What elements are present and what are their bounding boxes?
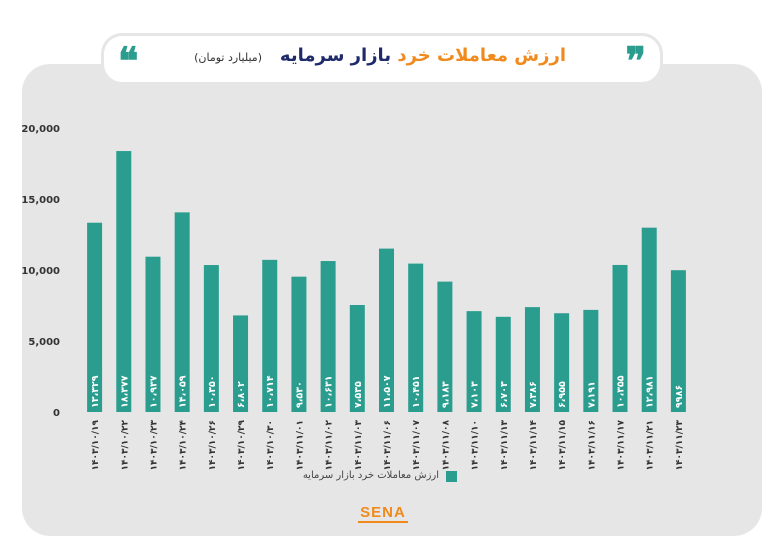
x-tick-label: ۱۴۰۳/۱۱/۲۳ [675, 420, 685, 471]
bar-value-label: ۱۱،۵۰۷ [382, 375, 393, 408]
bar [262, 259, 278, 412]
x-tick-label: ۱۴۰۳/۱۱/۱۷ [617, 420, 627, 471]
x-tick-label: ۱۴۰۳/۱۱/۰۱ [295, 420, 305, 471]
bar-value-label: ۷،۵۳۵ [353, 381, 364, 408]
legend-swatch [446, 471, 457, 482]
bar [466, 311, 482, 412]
chart-legend: ارزش معاملات خرد بازار سرمایه [0, 466, 769, 486]
bar-value-label: ۱۰،۴۵۱ [411, 375, 422, 408]
bar [641, 227, 657, 412]
x-tick-label: ۱۴۰۳/۱۱/۱۶ [587, 420, 597, 471]
bar [233, 315, 249, 412]
x-tick-label: ۱۴۰۳/۱۰/۲۳ [149, 420, 159, 471]
x-tick-label: ۱۴۰۳/۱۰/۲۲ [120, 420, 130, 471]
x-tick-label: ۱۴۰۳/۱۰/۲۹ [237, 420, 247, 471]
bar [408, 263, 424, 412]
bar [437, 281, 453, 412]
x-tick-label: ۱۴۰۳/۱۱/۰۲ [325, 420, 335, 471]
bar [670, 270, 686, 412]
y-tick-label: 20,000 [21, 124, 60, 135]
bar [524, 307, 540, 412]
title-banner: ❝ ❞ ارزش معاملات خرد بازار سرمایه (میلیا… [104, 36, 660, 82]
x-tick-label: ۱۴۰۳/۱۱/۱۴ [529, 420, 539, 471]
bar [379, 248, 394, 412]
quote-open-icon: ❝ [118, 38, 139, 83]
bar-value-label: ۹۹۸۶ [674, 385, 685, 408]
bar-value-label: ۱۴،۰۵۹ [178, 375, 189, 408]
y-tick-label: 15,000 [21, 195, 60, 206]
bar-value-label: ۱۰،۳۵۵ [616, 375, 627, 408]
bar-value-label: ۶،۹۵۵ [557, 381, 568, 408]
bar-value-label: ۷،۱۰۳ [470, 381, 481, 408]
chart-title: ارزش معاملات خرد بازار سرمایه [280, 45, 566, 66]
bar [495, 316, 511, 412]
x-tick-label: ۱۴۰۳/۱۰/۲۶ [208, 420, 218, 471]
bar-value-label: ۱۰،۷۱۴ [265, 375, 276, 408]
bar-value-label: ۷،۱۹۱ [586, 381, 597, 408]
y-tick-label: 0 [53, 408, 60, 419]
x-tick-label: ۱۴۰۳/۱۰/۱۹ [91, 420, 101, 471]
bar [612, 264, 628, 412]
x-tick-label: ۱۴۰۳/۱۱/۰۸ [441, 420, 451, 471]
bar [583, 309, 599, 412]
bar-value-label: ۱۳،۳۲۹ [90, 375, 101, 408]
bar-value-label: ۹،۱۸۳ [440, 381, 451, 408]
chart-unit: (میلیارد تومان) [194, 51, 262, 64]
x-tick-label: ۱۴۰۳/۱۱/۰۷ [412, 420, 422, 471]
title-part-2: بازار سرمایه [279, 45, 392, 66]
bar-value-label: ۹،۵۳۰ [294, 381, 305, 408]
bar-value-label: ۶،۷۰۳ [499, 381, 510, 408]
x-tick-label: ۱۴۰۳/۱۱/۱۰ [471, 420, 481, 471]
bar [203, 265, 219, 412]
bar-value-label: ۶،۸۰۲ [236, 381, 247, 408]
bar-value-label: ۱۸،۳۷۷ [119, 375, 130, 408]
x-tick-label: ۱۴۰۳/۱۱/۲۱ [646, 420, 656, 471]
sena-logo: SENA [354, 503, 412, 525]
bar [87, 222, 103, 412]
x-tick-label: ۱۴۰۳/۱۱/۱۵ [558, 420, 568, 471]
bar-value-label: ۷،۳۸۶ [528, 381, 539, 408]
y-tick-label: 10,000 [21, 266, 60, 277]
bar [291, 276, 307, 412]
quote-close-icon: ❞ [625, 38, 646, 83]
bar-value-label: ۱۲،۹۸۱ [645, 375, 656, 408]
x-tick-label: ۱۴۰۳/۱۱/۱۳ [500, 420, 510, 471]
bar [145, 256, 161, 412]
legend-label: ارزش معاملات خرد بازار سرمایه [302, 470, 439, 481]
logo-text: SENA [358, 504, 408, 523]
bar-value-label: ۱۰،۳۵۰ [207, 375, 218, 408]
x-tick-label: ۱۴۰۳/۱۱/۰۳ [354, 420, 364, 471]
bar [174, 212, 190, 412]
bar [349, 305, 365, 412]
bar [320, 261, 336, 412]
bar-value-label: ۱۰،۶۳۱ [324, 375, 335, 408]
bar-value-label: ۱۰،۹۳۷ [148, 375, 159, 408]
title-part-1: ارزش معاملات خرد [397, 45, 566, 66]
x-tick-label: ۱۴۰۳/۱۰/۲۴ [179, 420, 189, 471]
bar [116, 151, 132, 412]
bar [554, 313, 570, 412]
y-tick-label: 5,000 [28, 337, 60, 348]
x-tick-label: ۱۴۰۳/۱۰/۳۰ [266, 420, 276, 471]
x-tick-label: ۱۴۰۳/۱۱/۰۶ [383, 420, 393, 471]
